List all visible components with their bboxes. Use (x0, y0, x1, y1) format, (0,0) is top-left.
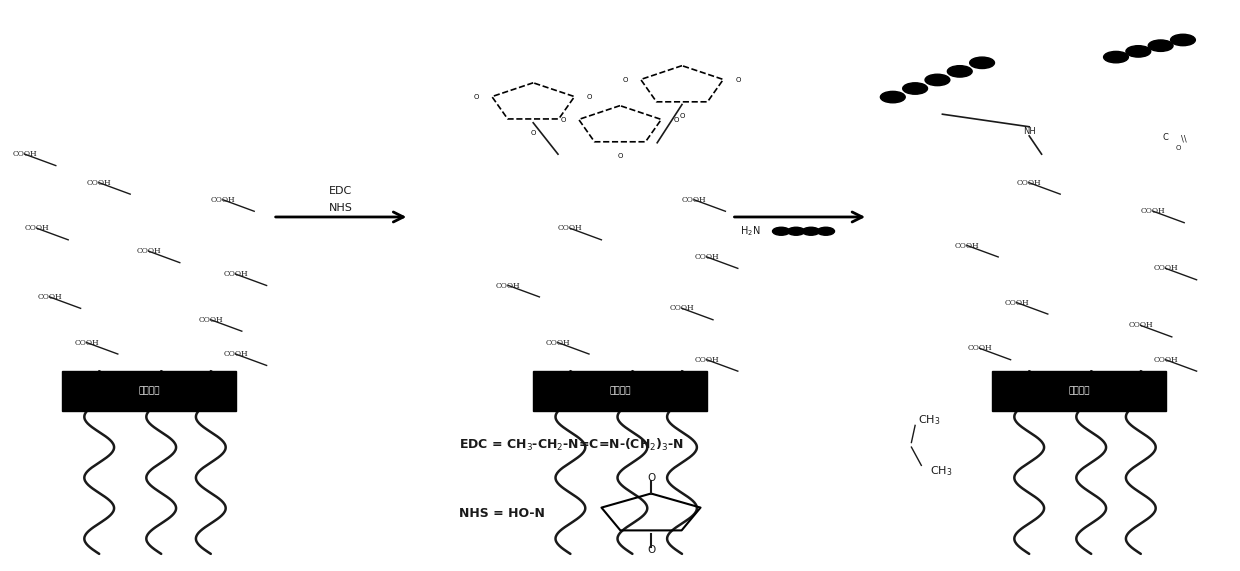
Text: NH: NH (1023, 127, 1035, 136)
Circle shape (1171, 34, 1195, 46)
Circle shape (802, 227, 820, 235)
Circle shape (817, 227, 835, 235)
Text: COOH: COOH (694, 253, 719, 261)
Text: C: C (1163, 132, 1168, 142)
Text: COOH: COOH (74, 339, 99, 347)
Circle shape (1104, 51, 1128, 63)
Text: O: O (474, 94, 480, 100)
Text: O: O (647, 545, 655, 555)
Text: COOH: COOH (211, 196, 236, 204)
Text: COOH: COOH (1128, 321, 1153, 329)
Text: COOH: COOH (967, 344, 992, 352)
Circle shape (970, 57, 994, 69)
Text: COOH: COOH (955, 242, 980, 250)
Circle shape (880, 91, 905, 103)
Text: O: O (587, 94, 593, 100)
Text: COOH: COOH (682, 196, 707, 204)
Text: COOH: COOH (1141, 207, 1166, 215)
Text: O: O (680, 112, 684, 119)
Bar (62, 371, 236, 411)
Circle shape (787, 227, 805, 235)
Circle shape (1148, 40, 1173, 51)
Bar (992, 371, 1166, 411)
Text: COOH: COOH (223, 350, 248, 358)
Text: O: O (735, 77, 742, 83)
Text: O: O (647, 473, 655, 482)
Circle shape (947, 66, 972, 77)
Text: COOH: COOH (558, 224, 583, 232)
Text: \\: \\ (1182, 135, 1187, 144)
Text: COOH: COOH (198, 316, 223, 324)
Bar (533, 371, 707, 411)
Text: COOH: COOH (37, 293, 62, 301)
Text: 酸性硅胶: 酸性硅胶 (138, 387, 160, 396)
Text: O: O (560, 116, 567, 123)
Text: NHS: NHS (329, 203, 353, 214)
Text: EDC: EDC (330, 186, 352, 196)
Text: H$_2$N: H$_2$N (740, 224, 760, 238)
Text: NHS = HO-N: NHS = HO-N (459, 508, 544, 520)
Text: COOH: COOH (694, 356, 719, 364)
Text: COOH: COOH (1017, 179, 1042, 187)
Text: O: O (673, 116, 680, 123)
Text: O: O (531, 130, 536, 136)
Text: COOH: COOH (1153, 264, 1178, 272)
Text: COOH: COOH (670, 304, 694, 312)
Text: CH$_3$: CH$_3$ (918, 413, 940, 427)
Text: COOH: COOH (87, 179, 112, 187)
Circle shape (773, 227, 790, 235)
Text: COOH: COOH (1153, 356, 1178, 364)
Circle shape (903, 83, 928, 94)
Text: O: O (618, 152, 622, 159)
Text: EDC = CH$_3$-CH$_2$-N=C=N-(CH$_2$)$_3$-N: EDC = CH$_3$-CH$_2$-N=C=N-(CH$_2$)$_3$-N (459, 437, 683, 453)
Text: O: O (1176, 146, 1180, 151)
Text: COOH: COOH (136, 247, 161, 255)
Text: CH$_3$: CH$_3$ (930, 464, 952, 478)
Text: COOH: COOH (12, 150, 37, 158)
Circle shape (1126, 46, 1151, 57)
Text: COOH: COOH (546, 339, 570, 347)
Text: COOH: COOH (496, 282, 521, 289)
Text: O: O (622, 77, 629, 83)
Text: COOH: COOH (1004, 299, 1029, 307)
Text: 酸性硅胶: 酸性硅胶 (1068, 387, 1090, 396)
Text: COOH: COOH (223, 270, 248, 278)
Circle shape (925, 74, 950, 86)
Text: 酸性硅胶: 酸性硅胶 (609, 387, 631, 396)
Text: COOH: COOH (25, 224, 50, 232)
